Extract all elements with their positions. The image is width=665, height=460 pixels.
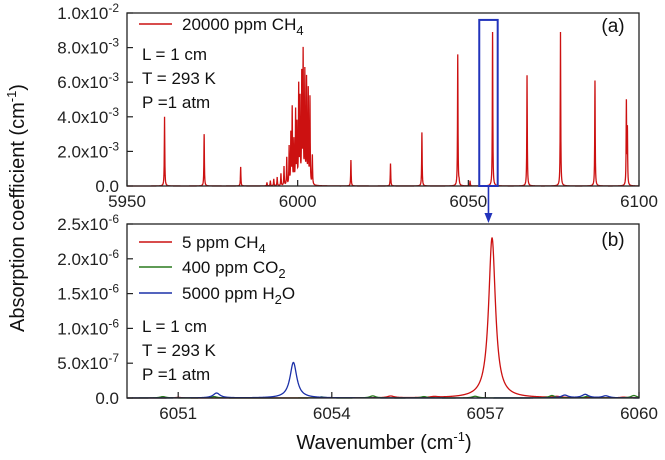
zoom-highlight-box xyxy=(478,18,499,188)
condition-temperature: T = 293 K xyxy=(142,69,217,88)
panel-a-ticks: 5950 6000 6050 6100 0.0 2.0x10-3 4.0x10-3 6.0x1… xyxy=(57,1,658,211)
panel-b-label: (b) xyxy=(601,230,624,251)
y-tick-label-a: 1.0x10-2 xyxy=(57,1,119,23)
y-tick-label-b: 2.5x10-6 xyxy=(57,212,119,234)
condition-pressure: P =1 atm xyxy=(142,365,210,384)
x-tick-label-a: 6050 xyxy=(449,192,487,211)
x-axis-title: Wavenumber (cm-1) xyxy=(296,429,471,454)
x-tick-label-b: 6060 xyxy=(620,404,658,423)
condition-temperature: T = 293 K xyxy=(142,341,217,360)
y-tick-label-a: 2.0x10-3 xyxy=(57,139,119,161)
legend-label-co2: 400 ppm CO2 xyxy=(182,258,286,281)
panel-b-ticks: 6051 6054 6057 6060 0.0 5.0x10-7 1.0x10-6 1.5x1… xyxy=(57,212,658,423)
x-tick-label-a: 5950 xyxy=(108,192,146,211)
legend-label-ch4-5ppm: 5 ppm CH4 xyxy=(182,233,266,256)
panel-a-conditions: L = 1 cm T = 293 K P =1 atm xyxy=(142,45,217,112)
panel-b: 6051 6054 6057 6060 0.0 5.0x10-7 1.0x10-6 1.5x1… xyxy=(57,212,658,423)
panel-b-legend: 5 ppm CH4 400 ppm CO2 5000 ppm H2O xyxy=(139,233,295,307)
y-tick-label-b: 0.0 xyxy=(95,389,119,408)
y-axis-title: Absorption coefficient (cm-1) xyxy=(4,84,29,332)
legend-label-h2o: 5000 ppm H2O xyxy=(182,284,295,307)
panel-a: 5950 6000 6050 6100 0.0 2.0x10-3 4.0x10-3 6.0x1… xyxy=(57,1,658,211)
condition-pressure: P =1 atm xyxy=(142,93,210,112)
x-tick-label-b: 6054 xyxy=(313,404,351,423)
y-tick-label-a: 8.0x10-3 xyxy=(57,36,119,58)
x-tick-label-a: 6100 xyxy=(620,192,658,211)
zoom-arrow-head xyxy=(484,213,493,223)
condition-length: L = 1 cm xyxy=(142,317,207,336)
x-tick-label-a: 6000 xyxy=(279,192,317,211)
y-tick-label-a: 0.0 xyxy=(95,177,119,196)
panel-b-conditions: L = 1 cm T = 293 K P =1 atm xyxy=(142,317,217,384)
panel-b-frame xyxy=(126,223,640,399)
y-tick-label-b: 1.5x10-6 xyxy=(57,282,119,304)
panel-a-frame xyxy=(126,12,640,187)
y-tick-label-b: 2.0x10-6 xyxy=(57,247,119,269)
y-tick-label-a: 4.0x10-3 xyxy=(57,105,119,127)
x-tick-label-b: 6057 xyxy=(466,404,504,423)
condition-length: L = 1 cm xyxy=(142,45,207,64)
y-tick-label-b: 1.0x10-6 xyxy=(57,316,119,338)
y-tick-label-a: 6.0x10-3 xyxy=(57,70,119,92)
legend-label-ch4-20000: 20000 ppm CH4 xyxy=(182,15,304,38)
panel-a-legend: 20000 ppm CH4 xyxy=(139,15,304,38)
x-tick-label-b: 6051 xyxy=(159,404,197,423)
panel-a-label: (a) xyxy=(601,16,624,37)
zoom-arrow xyxy=(484,186,493,223)
y-tick-label-b: 5.0x10-7 xyxy=(57,351,119,373)
